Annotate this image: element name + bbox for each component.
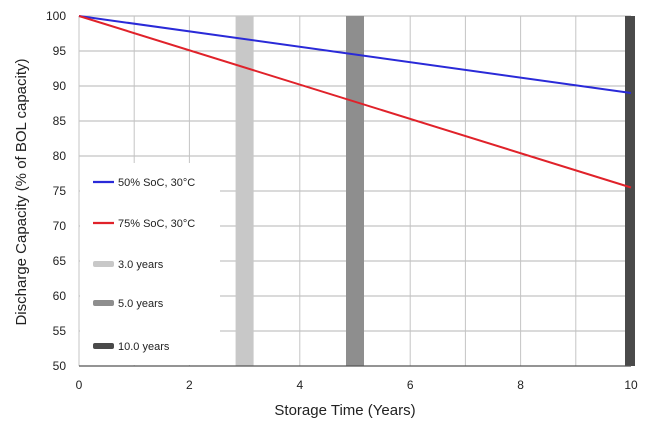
y-axis-title: Discharge Capacity (% of BOL capacity) xyxy=(13,58,30,325)
y-tick-label: 80 xyxy=(53,149,67,163)
series-lines xyxy=(78,15,632,189)
x-tick-label: 0 xyxy=(76,378,83,392)
y-tick-label: 95 xyxy=(53,44,67,58)
x-tick-label: 10 xyxy=(624,378,638,392)
legend-label: 75% SoC, 30°C xyxy=(118,218,195,230)
y-tick-label: 90 xyxy=(53,79,67,93)
legend-label: 5.0 years xyxy=(118,298,164,310)
year-band xyxy=(235,16,254,366)
y-tick-label: 70 xyxy=(53,219,67,233)
x-axis-title: Storage Time (Years) xyxy=(274,402,415,419)
y-tick-label: 60 xyxy=(53,289,67,303)
legend-swatch xyxy=(93,343,114,349)
legend-label: 3.0 years xyxy=(118,259,164,271)
legend-label: 10.0 years xyxy=(118,341,170,353)
series-line xyxy=(78,15,632,189)
legend-swatch xyxy=(93,300,114,306)
y-tick-label: 55 xyxy=(53,324,67,338)
year-band xyxy=(625,16,635,366)
y-tick-label: 65 xyxy=(53,254,67,268)
x-tick-label: 6 xyxy=(407,378,414,392)
x-tick-label: 4 xyxy=(296,378,303,392)
legend: 50% SoC, 30°C 75% SoC, 30°C 3.0 years 5.0 y… xyxy=(80,163,220,365)
y-tick-label: 100 xyxy=(46,9,66,23)
series-line xyxy=(78,15,632,94)
x-tick-label: 8 xyxy=(517,378,524,392)
x-tick-label: 2 xyxy=(186,378,193,392)
tick-labels: 50 55 60 65 70 75 80 85 90 95 100 0 2 4 6 8 10 xyxy=(46,9,638,392)
y-tick-label: 85 xyxy=(53,114,67,128)
legend-label: 50% SoC, 30°C xyxy=(118,177,195,189)
y-tick-label: 50 xyxy=(53,359,67,373)
legend-swatch xyxy=(93,261,114,267)
year-band xyxy=(346,16,364,366)
y-tick-label: 75 xyxy=(53,184,67,198)
